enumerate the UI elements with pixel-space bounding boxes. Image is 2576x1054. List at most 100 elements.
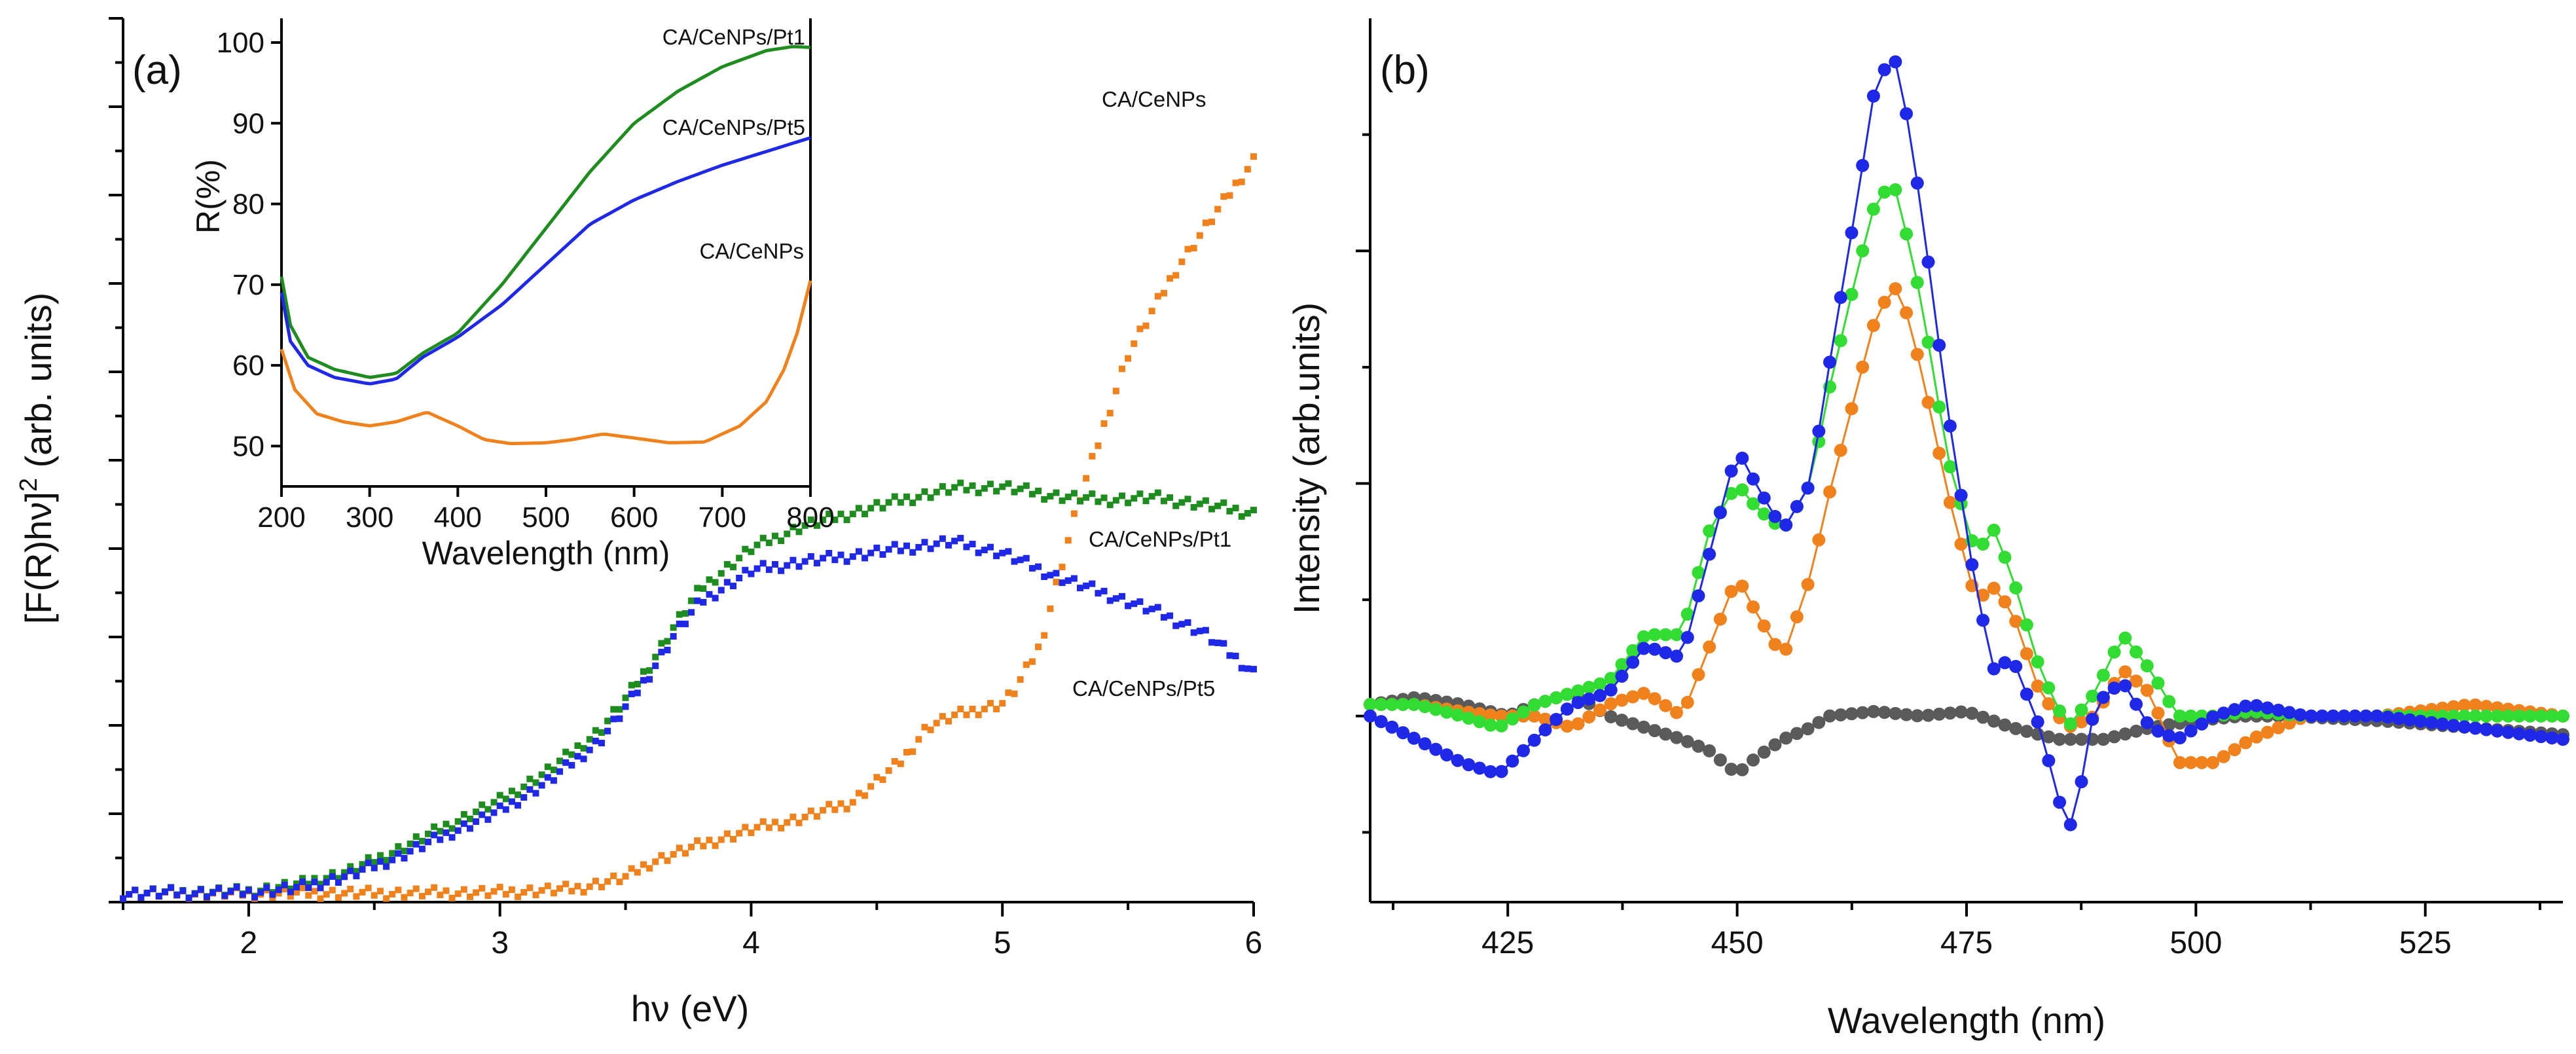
- panel-a-point: [1064, 537, 1072, 544]
- panel-a-point: [945, 541, 952, 549]
- panel-a-point: [299, 878, 306, 885]
- panel-b-point: [1550, 713, 1563, 727]
- panel-a-point: [915, 736, 922, 743]
- panel-b-point: [2075, 775, 2088, 789]
- panel-a-point: [1232, 653, 1239, 660]
- panel-a-point: [634, 869, 641, 876]
- panel-a-point: [1131, 340, 1138, 347]
- panel-a-point: [670, 851, 677, 858]
- panel-a-point: [395, 843, 402, 850]
- panel-b-point: [1724, 585, 1738, 598]
- panel-a-point: [580, 745, 587, 752]
- panel-a-x-tick-label: 4: [742, 926, 760, 960]
- panel-a-point: [1118, 592, 1125, 600]
- panel-a-point: [681, 621, 689, 628]
- panel-a-point: [473, 889, 480, 896]
- panel-b-point: [1692, 739, 1705, 753]
- panel-b-point: [1396, 726, 1410, 740]
- panel-a-point: [490, 809, 498, 816]
- panel-a-point: [1184, 245, 1191, 253]
- panel-b-point: [1965, 706, 1979, 720]
- panel-b-point: [2020, 618, 2033, 632]
- panel-a-point: [508, 798, 515, 805]
- panel-b-point: [2118, 727, 2132, 741]
- panel-b-point: [1910, 348, 1924, 361]
- inset-y-tick-label: 90: [232, 107, 264, 139]
- panel-b-point: [2228, 743, 2241, 757]
- panel-b-point: [1790, 610, 1804, 624]
- panel-a-point: [1070, 490, 1078, 497]
- panel-a-point: [1238, 664, 1245, 672]
- panel-a-point: [873, 499, 880, 506]
- panel-a-point: [1059, 497, 1066, 504]
- panel-a-point: [820, 516, 827, 523]
- panel-a-point: [592, 877, 599, 884]
- panel-a-point: [1148, 308, 1155, 315]
- panel-b-point: [1900, 306, 1914, 319]
- panel-b-point: [1659, 628, 1673, 642]
- panel-a-point: [1238, 513, 1245, 520]
- panel-a-point: [173, 892, 181, 899]
- panel-b-point: [1801, 577, 1815, 591]
- panel-a-point: [371, 864, 378, 871]
- panel-a-point: [867, 783, 875, 790]
- panel-a-point: [1184, 496, 1191, 503]
- panel-a-point: [532, 892, 539, 899]
- inset-y-tick-label: 100: [217, 27, 264, 59]
- panel-a-point: [353, 867, 360, 875]
- panel-a-point: [460, 820, 467, 827]
- panel-a-point: [1232, 179, 1239, 187]
- panel-a-point: [526, 884, 534, 892]
- panel-b-point: [1483, 708, 1497, 722]
- panel-a-point: [664, 638, 671, 645]
- panel-a-point: [939, 483, 946, 490]
- panel-b-point: [1965, 558, 1979, 572]
- panel-b-point: [1998, 656, 2012, 670]
- panel-b-point: [2260, 725, 2274, 739]
- panel-a-point: [723, 561, 731, 568]
- panel-a-point: [568, 761, 575, 769]
- panel-a-point: [365, 860, 372, 867]
- inset-marks: [280, 45, 812, 446]
- panel-a-point: [418, 837, 426, 845]
- panel-a-point: [598, 729, 606, 736]
- panel-a-point: [425, 888, 432, 896]
- panel-b-point: [1615, 669, 1629, 683]
- panel-b-point: [2545, 731, 2559, 745]
- panel-a-point: [753, 541, 761, 549]
- panel-a-point: [365, 854, 372, 861]
- panel-a-point: [418, 892, 426, 900]
- panel-a-point: [1172, 622, 1180, 629]
- panel-b-point: [1703, 547, 1716, 561]
- panel-b-point: [2283, 706, 2296, 719]
- panel-a-point: [855, 505, 862, 512]
- panel-b-point: [1900, 227, 1914, 241]
- panel-b-point: [1615, 693, 1629, 707]
- panel-a-point: [161, 888, 168, 896]
- panel-a-point: [646, 667, 653, 674]
- panel-a-point: [801, 814, 808, 821]
- panel-b-point: [2053, 704, 2067, 718]
- panel-a-point: [742, 566, 749, 573]
- panel-b-point: [2130, 697, 2143, 711]
- panel-a-point: [664, 857, 671, 864]
- panel-a-point: [479, 884, 486, 892]
- panel-a-y-title-superscript: 2: [15, 478, 43, 492]
- panel-b-point: [1506, 712, 1519, 726]
- panel-b-point: [1932, 400, 1946, 414]
- panel-b-point: [1943, 706, 1957, 720]
- panel-b-point: [1856, 158, 1870, 172]
- panel-a-point: [843, 558, 850, 565]
- panel-a-point: [562, 748, 570, 755]
- panel-a-point: [1089, 490, 1096, 498]
- panel-b-point: [1648, 724, 1661, 738]
- panel-b-point: [2425, 716, 2439, 729]
- panel-a-point: [317, 895, 324, 902]
- panel-a-point: [359, 888, 366, 896]
- panel-a-point: [951, 537, 958, 545]
- panel-a-label: (a): [132, 48, 182, 93]
- inset-plot: 200 300 400 500 600 700 800 50 60 70 80 90 100 Wavel…: [190, 18, 835, 572]
- panel-a-ticks: 2 3 4 5 6: [109, 17, 1262, 960]
- panel-b-point: [2195, 717, 2209, 731]
- panel-a-y-title-main: [F(R)hν]: [18, 492, 59, 624]
